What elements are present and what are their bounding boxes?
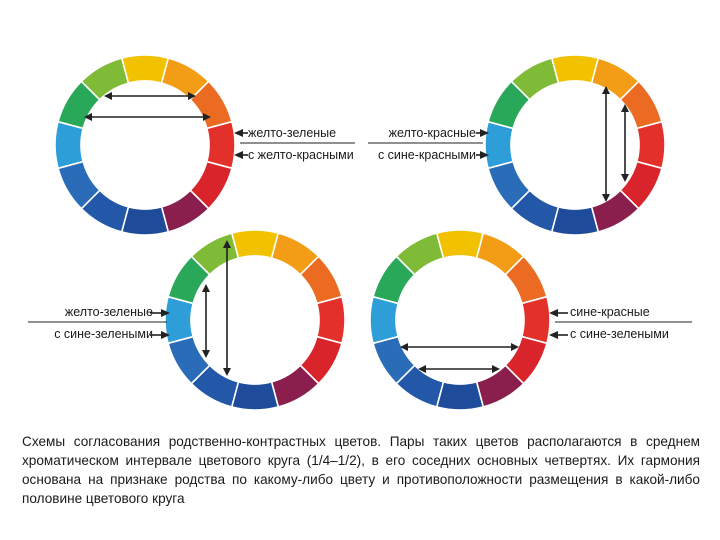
wheel-segment xyxy=(80,57,130,101)
wheel-segment xyxy=(510,57,560,101)
wheels-layer xyxy=(54,54,666,411)
arrowhead xyxy=(621,104,629,112)
callout-arrowhead xyxy=(480,129,489,137)
label-bottom-left-line2: с сине-зелеными xyxy=(54,327,153,341)
wheel-segment xyxy=(369,295,400,345)
label-top-right-line2: с сине-красными xyxy=(378,148,476,162)
label-top-left-line2: с желто-красными xyxy=(248,148,354,162)
label-top-left-line1: желто-зеленые xyxy=(248,126,336,140)
wheel-segment xyxy=(550,54,600,85)
arrowhead xyxy=(104,92,112,100)
callout-arrowhead xyxy=(161,309,170,317)
label-bottom-right-line1: сине-красные xyxy=(570,305,650,319)
label-top-right-line1: желто-красные xyxy=(389,126,476,140)
arrowhead xyxy=(492,365,500,373)
arrowhead xyxy=(188,92,196,100)
arrowhead xyxy=(84,113,92,121)
wheel-segment xyxy=(315,295,346,345)
wheel-segment xyxy=(230,229,280,260)
color-wheel-diagram: желто-зеленые с желто-красными желто-кра… xyxy=(28,54,692,411)
wheel-bottom-right-arrows xyxy=(400,343,519,373)
label-bottom-right-line2: с сине-зелеными xyxy=(570,327,669,341)
callout-arrowhead xyxy=(549,331,558,339)
caption-text: Схемы согласования родственно-контрастны… xyxy=(22,434,700,506)
arrowhead xyxy=(202,350,210,358)
callout-bottom-right: сине-красные с сине-зелеными xyxy=(549,305,692,341)
wheel-segment xyxy=(120,54,170,85)
wheel-bottom-left-arrows xyxy=(202,240,231,376)
callout-arrowhead xyxy=(480,151,489,159)
callout-bottom-left: желто-зеленые с сине-зелеными xyxy=(28,305,170,341)
arrowhead xyxy=(602,194,610,202)
arrowhead xyxy=(621,174,629,182)
wheel-top-right xyxy=(484,54,666,236)
arrowhead xyxy=(202,284,210,292)
wheel-segment xyxy=(435,229,485,260)
callout-arrowhead xyxy=(234,151,243,159)
wheel-segment xyxy=(120,205,170,236)
wheel-segment xyxy=(205,120,236,170)
wheel-segment xyxy=(54,120,85,170)
arrowhead xyxy=(223,368,231,376)
wheel-top-left xyxy=(54,54,236,236)
wheel-segment xyxy=(550,205,600,236)
wheel-segment xyxy=(395,232,445,276)
callout-top-right: желто-красные с сине-красными xyxy=(368,126,489,162)
wheel-segment xyxy=(435,380,485,411)
wheel-bottom-right xyxy=(369,229,551,411)
label-bottom-left-line1: желто-зеленые xyxy=(65,305,153,319)
callout-arrowhead xyxy=(234,129,243,137)
wheel-segment xyxy=(230,380,280,411)
wheel-segment xyxy=(484,120,515,170)
arrowhead xyxy=(418,365,426,373)
wheel-bottom-left xyxy=(164,229,346,411)
arrowhead xyxy=(223,240,231,248)
wheel-segment xyxy=(635,120,666,170)
wheel-top-right-arrows xyxy=(602,86,629,202)
arrowhead xyxy=(203,113,211,121)
arrowhead xyxy=(602,86,610,94)
wheel-top-left-arrows xyxy=(84,92,211,121)
callout-arrowhead xyxy=(549,309,558,317)
arrowhead xyxy=(400,343,408,351)
callout-top-left: желто-зеленые с желто-красными xyxy=(234,126,355,162)
arrowhead xyxy=(511,343,519,351)
wheel-segment xyxy=(164,295,195,345)
wheel-segment xyxy=(520,295,551,345)
callout-arrowhead xyxy=(161,331,170,339)
